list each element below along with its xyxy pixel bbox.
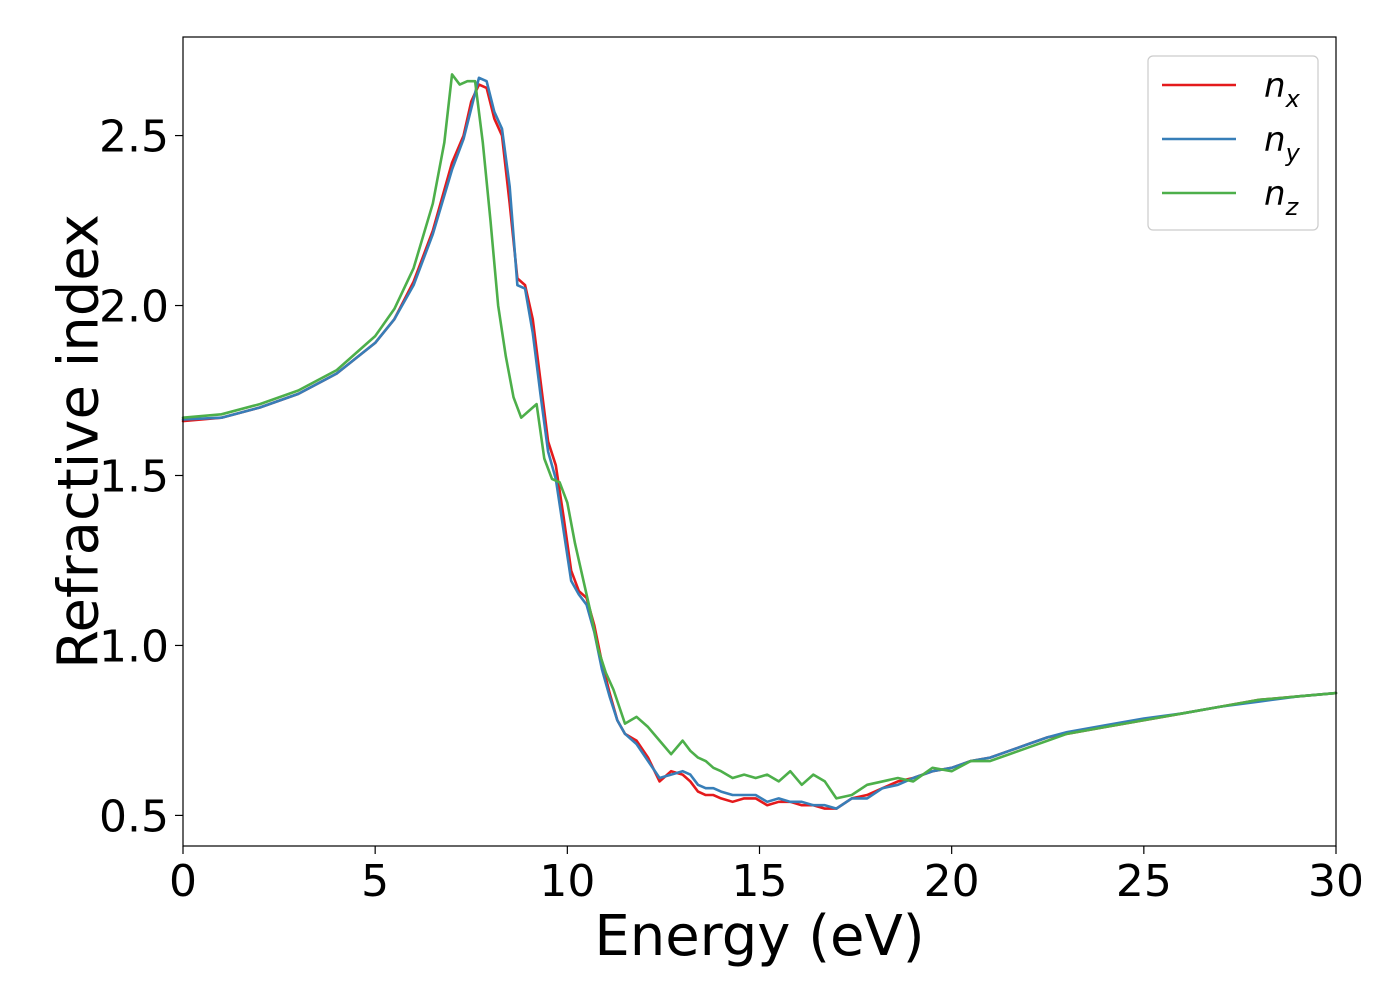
x-tick-label: 30 [1308, 856, 1364, 907]
legend-label-y: ny [1264, 120, 1301, 167]
x-tick-label: 25 [1116, 856, 1172, 907]
plot-lines [181, 73, 1338, 810]
legend-label-subscript: x [1285, 85, 1301, 113]
y-tick-label: 1.0 [99, 621, 169, 672]
y-axis-label: Refractive index [47, 214, 112, 669]
x-axis-label: Energy (eV) [594, 904, 924, 969]
series-line-z [181, 73, 1338, 800]
x-tick-label: 5 [361, 856, 389, 907]
y-tick-label: 2.0 [99, 282, 169, 333]
y-tick-label: 1.5 [99, 451, 169, 502]
legend-label-base: n [1264, 66, 1286, 106]
legend-label-z: nz [1264, 174, 1300, 221]
legend-label-base: n [1264, 120, 1286, 160]
x-tick-label: 15 [732, 856, 788, 907]
legend-box [1147, 55, 1319, 231]
legend-label-subscript: y [1285, 139, 1301, 167]
y-tick-label: 0.5 [99, 791, 169, 842]
y-axis-ticks: 0.5 1.0 1.5 2.0 2.5 [99, 112, 183, 842]
x-tick-label: 20 [924, 856, 980, 907]
legend-label-base: n [1264, 174, 1286, 214]
x-tick-label: 10 [539, 856, 595, 907]
legend-label-x: nx [1264, 66, 1301, 113]
x-axis-ticks: 0 5 10 15 20 25 30 [169, 846, 1364, 907]
y-tick-label: 2.5 [99, 112, 169, 163]
legend-label-subscript: z [1285, 193, 1300, 221]
x-tick-label: 0 [169, 856, 197, 907]
